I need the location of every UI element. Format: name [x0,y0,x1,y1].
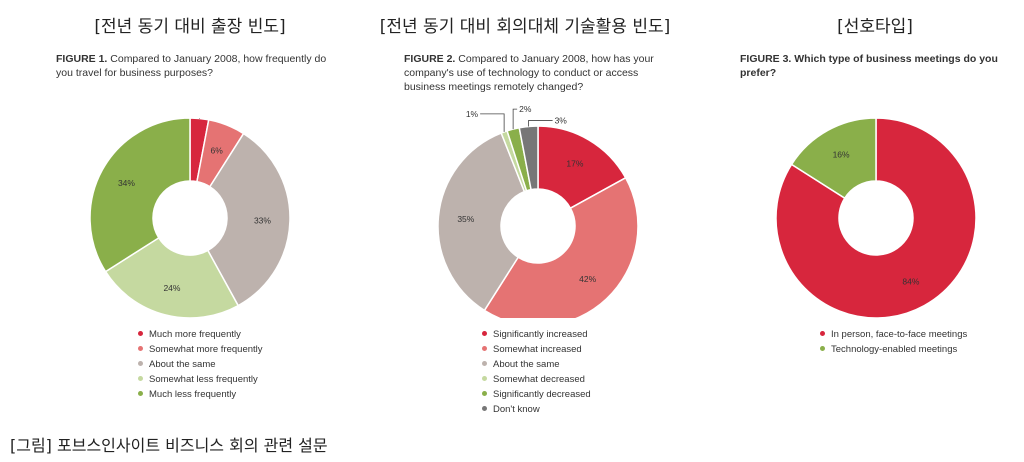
slice-label-significantly-increased: 17% [566,159,583,169]
legend-item-about-the-same: About the same [138,357,263,372]
legend-swatch [820,345,825,351]
legend-item-don-t-know: Don't know [482,402,591,417]
legend-item-much-less-frequently: Much less frequently [138,387,263,402]
legend-label: Much more frequently [149,329,241,340]
legend-label: Much less frequently [149,389,237,400]
slice-don-t-know [518,125,539,191]
chart-1-legend: Much more frequently Somewhat more freque… [138,327,263,402]
slice-label-somewhat-decreased: 1% [466,109,479,119]
chart-2-figure-title: FIGURE 2. Compared to January 2008, how … [404,52,654,94]
chart-1-donut: 3%6%33%24%34% [89,118,291,318]
slice-label-technology-enabled-meetings: 16% [833,149,850,159]
legend-swatch [138,345,143,351]
chart-3-figure-title: FIGURE 3. Which type of business meeting… [740,52,1015,80]
legend-item-in-person-face-to-face-meetings: In person, face-to-face meetings [820,327,967,342]
chart-panel-2: [전년 동기 대비 회의대체 기술활용 빈도] FIGURE 2. Compar… [360,0,690,420]
slice-label-somewhat-less-frequently: 24% [163,283,180,293]
legend-label: Don't know [493,404,540,415]
legend-label: Technology-enabled meetings [831,344,958,355]
legend-label: Somewhat less frequently [149,374,258,385]
slice-about-the-same [206,132,291,307]
chart-2-legend: Significantly increased Somewhat increase… [482,327,591,417]
chart-3-donut: 84% 16% [775,118,977,318]
legend-swatch [138,360,143,366]
legend-item-significantly-decreased: Significantly decreased [482,387,591,402]
legend-item-significantly-increased: Significantly increased [482,327,591,342]
chart-3-question: Which type of business meetings do you p… [740,53,998,79]
chart-3-figure-label: FIGURE 3. [740,53,792,65]
legend-label: Somewhat decreased [493,374,585,385]
legend-item-about-the-same: About the same [482,357,591,372]
chart-2-donut: 17% 42% 35% 1% 2% 3% [437,104,639,318]
callout-line-somewhat-decreased [480,113,505,132]
legend-swatch [138,330,143,336]
slice-label-somewhat-increased: 42% [579,274,596,284]
chart-1-figure-label: FIGURE 1. [56,53,108,65]
legend-item-much-more-frequently: Much more frequently [138,327,263,342]
slice-label-about-the-same: 33% [254,215,271,225]
callout-line-significantly-decreased [512,108,518,130]
legend-swatch [138,375,143,381]
legend-swatch [482,390,487,396]
legend-swatch [482,360,487,366]
legend-swatch [482,375,487,381]
legend-swatch [482,330,487,336]
chart-panel-1: [전년 동기 대비 출장 빈도] FIGURE 1. Compared to J… [40,0,340,420]
chart-1-figure-title: FIGURE 1. Compared to January 2008, how … [56,52,336,80]
legend-swatch [138,390,143,396]
legend-item-somewhat-decreased: Somewhat decreased [482,372,591,387]
legend-swatch [482,345,487,351]
chart-3-legend: In person, face-to-face meetings Technolo… [820,327,967,357]
legend-swatch [482,405,487,411]
slice-significantly-increased [537,125,627,210]
slice-label-about-the-same: 35% [457,214,474,224]
slice-somewhat-less-frequently [104,236,240,318]
legend-label: Somewhat more frequently [149,344,263,355]
legend-item-somewhat-increased: Somewhat increased [482,342,591,357]
slice-label-much-less-frequently: 34% [118,178,135,188]
slice-in-person-face-to-face-meetings [775,118,977,318]
chart-1-question: Compared to January 2008, how frequently… [56,53,327,79]
slice-about-the-same [437,132,526,312]
legend-swatch [820,330,825,336]
legend-label: About the same [493,359,560,370]
chart-panel-3: [선호타입] FIGURE 3. Which type of business … [730,0,1020,420]
slice-label-don-t-know: 3% [555,115,568,125]
legend-label: Somewhat increased [493,344,582,355]
figure-caption: [그림] 포브스인사이트 비즈니스 회의 관련 설문 [10,436,328,455]
slice-somewhat-increased [483,176,639,318]
chart-2-korean-title: [전년 동기 대비 회의대체 기술활용 빈도] [379,17,671,37]
legend-label: Significantly decreased [493,389,591,400]
chart-3-korean-title: [선호타입] [837,17,913,37]
chart-2-figure-label: FIGURE 2. [404,53,456,65]
legend-item-somewhat-more-frequently: Somewhat more frequently [138,342,263,357]
slice-label-in-person-face-to-face-meetings: 84% [902,277,919,287]
slice-technology-enabled-meetings [790,118,877,200]
legend-label: Significantly increased [493,329,588,340]
chart-1-korean-title: [전년 동기 대비 출장 빈도] [94,17,286,37]
chart-2-question: Compared to January 2008, how has your c… [404,53,654,93]
callout-line-don-t-know [528,120,553,127]
legend-label: In person, face-to-face meetings [831,329,968,340]
legend-item-technology-enabled-meetings: Technology-enabled meetings [820,342,967,357]
legend-item-somewhat-less-frequently: Somewhat less frequently [138,372,263,387]
slice-label-somewhat-more-frequently: 6% [211,146,224,156]
legend-label: About the same [149,359,216,370]
slice-much-less-frequently [89,118,191,273]
slice-label-significantly-decreased: 2% [519,104,532,114]
